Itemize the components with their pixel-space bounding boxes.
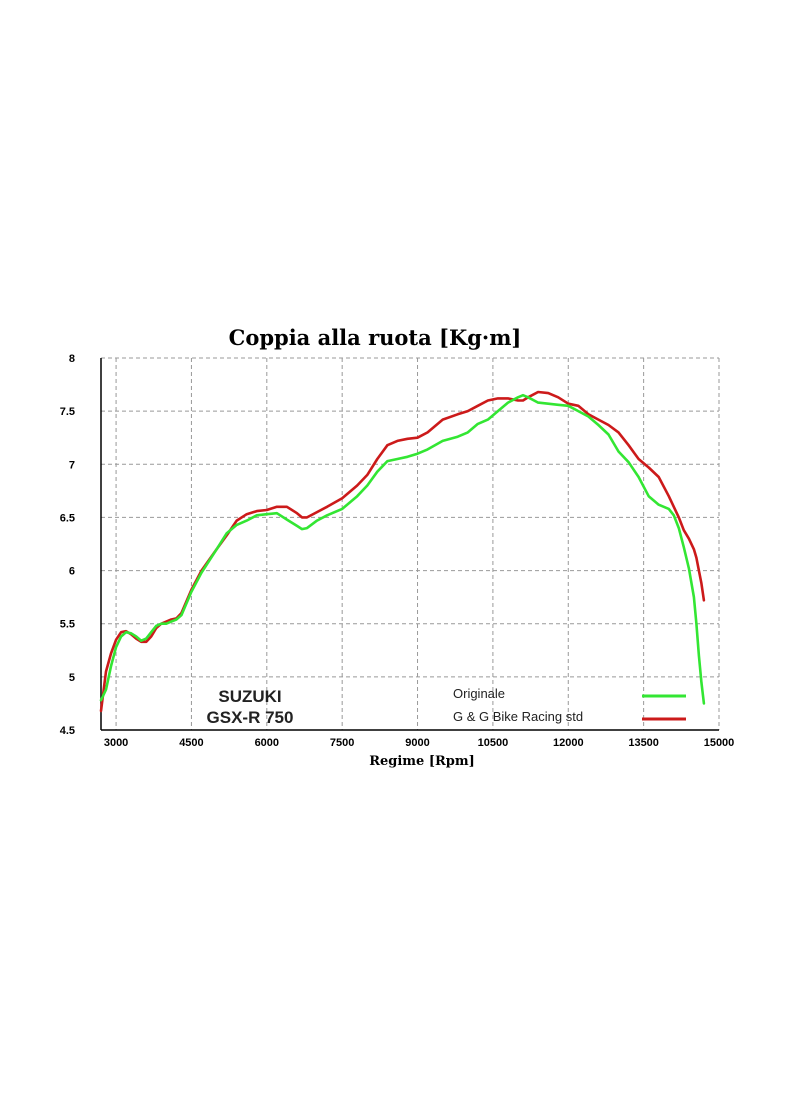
- legend-label-originale: Originale: [453, 686, 505, 701]
- brand-model: GSX-R 750: [207, 708, 294, 727]
- brand-make: SUZUKI: [218, 687, 281, 706]
- y-tick-label: 7.5: [60, 406, 75, 418]
- x-tick-labels: 3000 4500 6000 7500 9000 10500 12000 13500 15000: [104, 737, 734, 749]
- y-tick-label: 6.5: [60, 512, 75, 524]
- y-tick-labels: 4.5 5 5.5 6 6.5 7 7.5 8: [60, 353, 75, 737]
- x-axis-label: Regime [Rpm]: [369, 754, 475, 769]
- series-lines: [99, 390, 706, 713]
- chart-title: Coppia alla ruota [Kg·m]: [229, 325, 522, 350]
- x-tick-label: 10500: [478, 737, 509, 749]
- x-tick-label: 3000: [104, 737, 128, 749]
- y-tick-label: 5: [69, 672, 75, 684]
- axes: [100, 358, 719, 731]
- x-tick-label: 7500: [330, 737, 354, 749]
- grid: [101, 357, 720, 730]
- y-tick-label: 6: [69, 566, 75, 578]
- x-tick-label: 6000: [255, 737, 279, 749]
- x-tick-label: 9000: [405, 737, 429, 749]
- x-tick-label: 4500: [179, 737, 203, 749]
- legend: Originale G & G Bike Racing std: [453, 686, 686, 724]
- y-tick-label: 7: [69, 459, 75, 471]
- x-tick-label: 12000: [553, 737, 584, 749]
- y-tick-label: 5.5: [60, 619, 75, 631]
- x-tick-label: 13500: [628, 737, 659, 749]
- legend-label-gg-bike-racing: G & G Bike Racing std: [453, 709, 583, 724]
- y-tick-label: 4.5: [60, 725, 75, 737]
- series-line-gg-bike-racing: [99, 390, 706, 713]
- x-tick-label: 15000: [704, 737, 735, 749]
- series-line-originale: [99, 393, 706, 705]
- y-tick-label: 8: [69, 353, 75, 365]
